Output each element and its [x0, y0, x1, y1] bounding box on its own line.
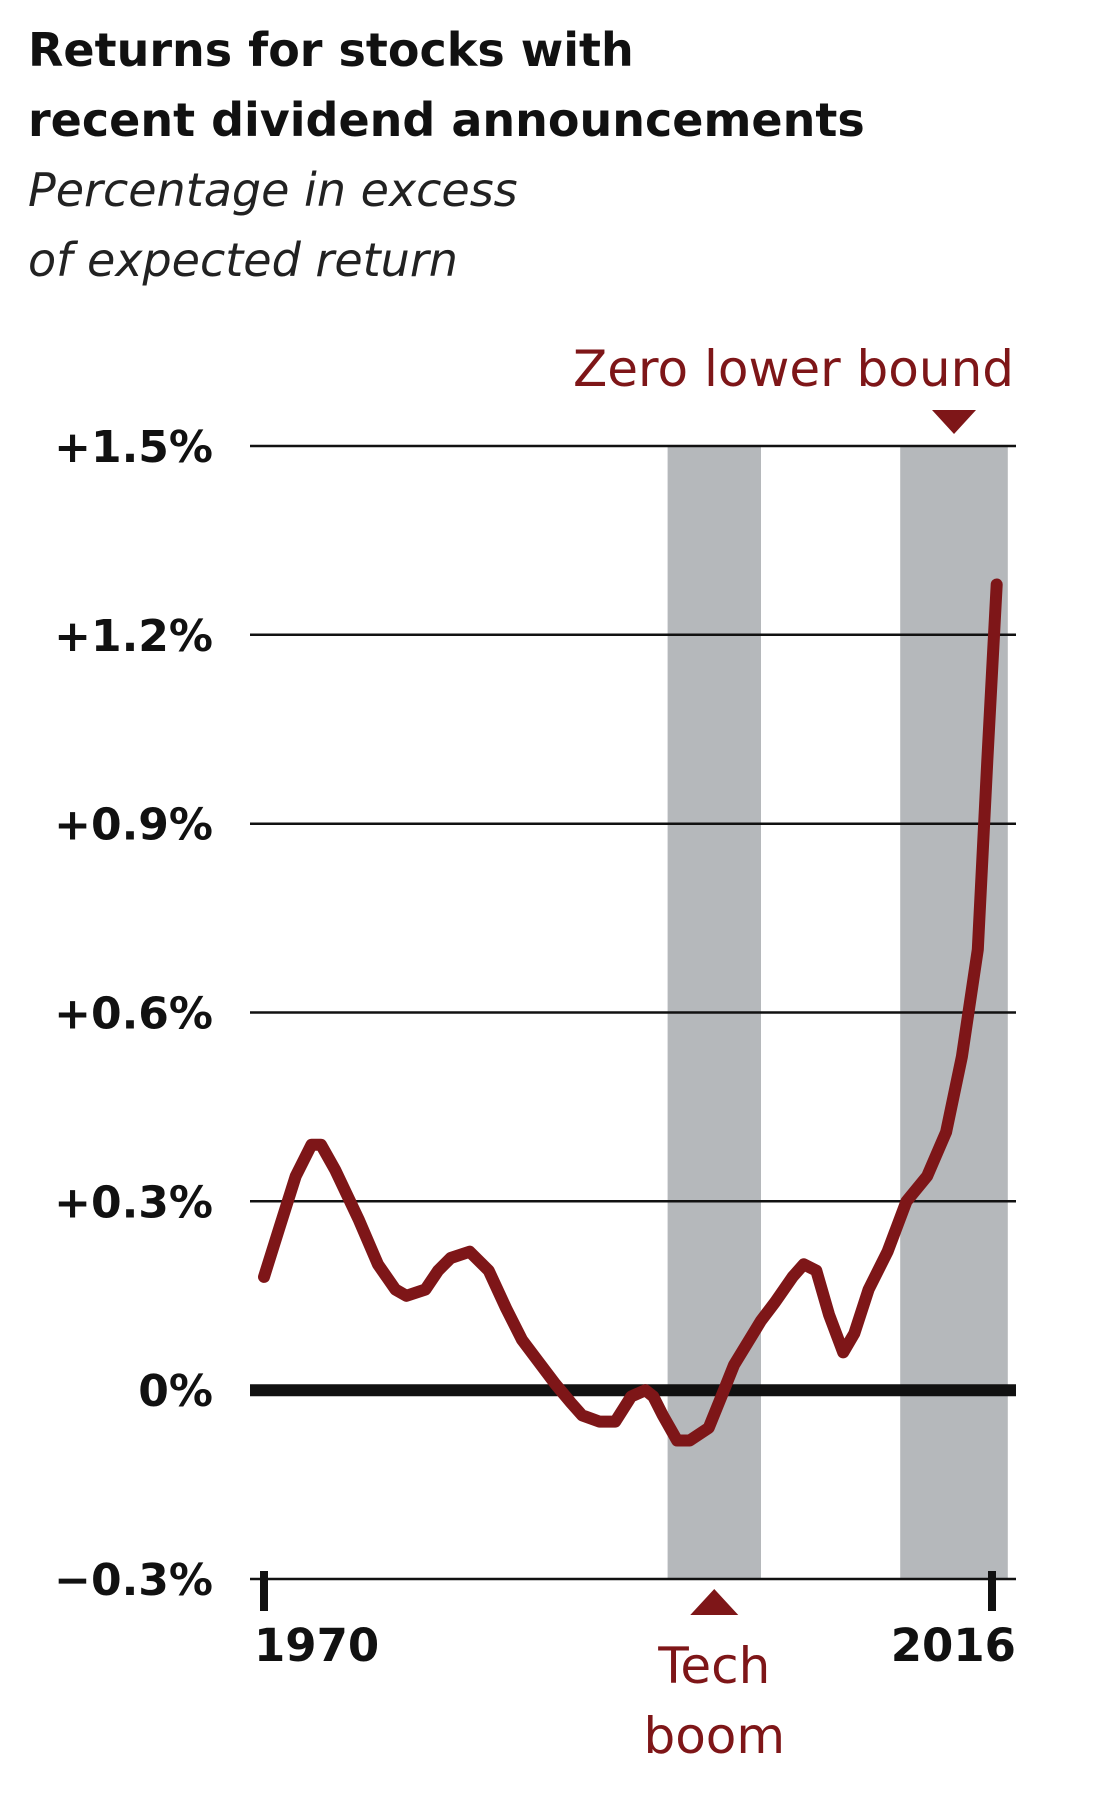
y-tick-label-2: +0.9% [54, 800, 213, 851]
chart-title-line-1: Returns for stocks with [28, 23, 634, 77]
pointer-tech-boom [690, 1589, 739, 1615]
chart-subtitle-line-1: Percentage in excess [28, 163, 518, 217]
label-zero-lower-bound-line-1: Zero lower bound [573, 340, 1014, 398]
label-tech-boom-line-2: boom [643, 1707, 785, 1765]
y-tick-label-5: 0% [138, 1366, 213, 1417]
x-tick-label-1: 2016 [891, 1619, 1016, 1672]
y-tick-label-3: +0.6% [54, 989, 213, 1040]
label-tech-boom-line-1: Tech [657, 1637, 770, 1695]
x-tick-label-0: 1970 [254, 1619, 379, 1672]
x-axis-ticks: 1970 2016 [254, 1571, 1016, 1672]
chart-subtitle-line-2: of expected return [28, 233, 458, 287]
y-tick-label-4: +0.3% [54, 1177, 213, 1228]
y-axis-ticks: +1.5% +1.2% +0.9% +0.6% +0.3% 0% −0.3% [54, 422, 213, 1606]
chart-title-line-2: recent dividend announcements [28, 93, 865, 147]
chart-header: Returns for stocks with recent dividend … [28, 23, 865, 287]
series-line-0 [258, 578, 1003, 1447]
y-tick-label-1: +1.2% [54, 611, 213, 662]
y-tick-label-0: +1.5% [54, 422, 213, 473]
period-annotations: Tech boom Zero lower bound [573, 340, 1014, 1765]
y-tick-label-6: −0.3% [54, 1555, 213, 1606]
pointer-zero-lower-bound [932, 410, 977, 434]
series-lines [258, 578, 1003, 1447]
